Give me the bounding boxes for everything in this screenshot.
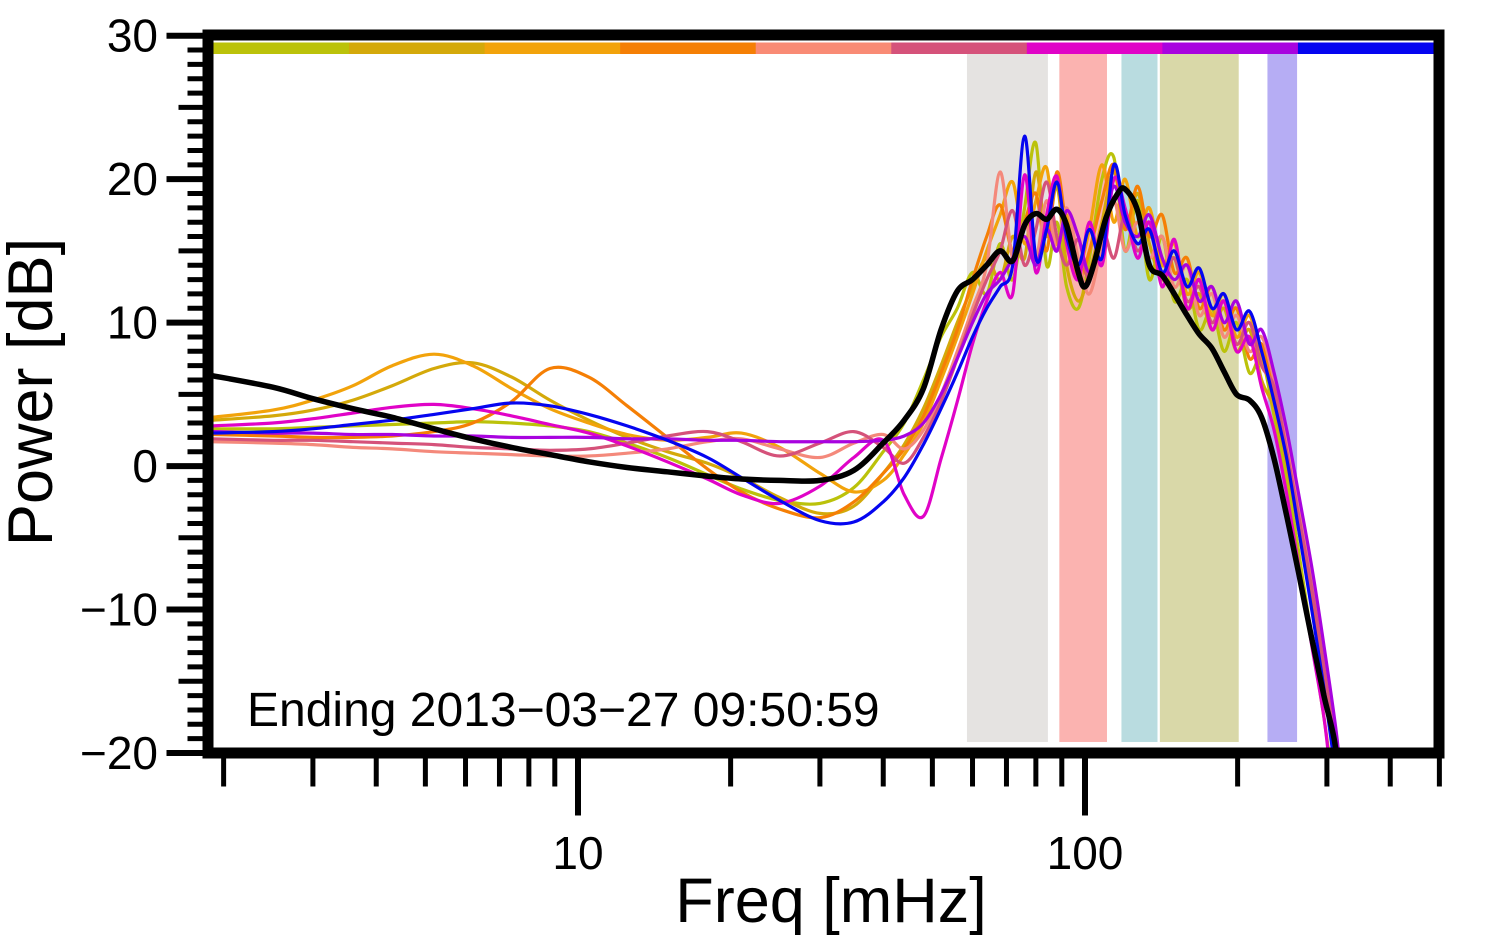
- y-axis-title: Power [dB]: [0, 238, 66, 546]
- y-tick-label: −20: [80, 727, 158, 779]
- bar-segment-9: [1297, 42, 1434, 54]
- curve-blue: [213, 134, 1334, 748]
- y-tick-label: −10: [80, 584, 158, 636]
- spectra-curves: [213, 134, 1340, 748]
- bar-segment-2: [349, 42, 486, 54]
- y-tick-label: 10: [107, 297, 158, 349]
- axis-ticks: [166, 32, 1442, 816]
- bar-segment-7: [1026, 42, 1163, 54]
- plot-frame: [202, 29, 1445, 759]
- bar-segment-1: [213, 42, 350, 54]
- x-tick-label: 10: [552, 827, 603, 879]
- bar-segment-4: [620, 42, 757, 54]
- ending-time-annotation: Ending 2013−03−27 09:50:59: [247, 684, 880, 737]
- time-segment-color-bar: [213, 42, 1434, 54]
- band-olive: [1159, 54, 1239, 742]
- bar-segment-6: [891, 42, 1028, 54]
- bar-segment-5: [755, 42, 892, 54]
- band-red: [1059, 54, 1107, 742]
- x-axis-title: Freq [mHz]: [675, 866, 987, 936]
- curve-purple: [213, 184, 1340, 748]
- band-teal: [1121, 54, 1158, 742]
- y-tick-label: 30: [107, 10, 158, 62]
- curve-rose: [213, 180, 1338, 748]
- y-tick-label: 0: [132, 440, 158, 492]
- curve-mean: [213, 185, 1339, 748]
- bar-segment-3: [484, 42, 621, 54]
- y-tick-label: 20: [107, 153, 158, 205]
- frame-rect: [202, 29, 1445, 759]
- curve-magenta: [213, 173, 1330, 748]
- band-gray: [966, 54, 1048, 742]
- x-tick-label: 100: [1047, 827, 1124, 879]
- bar-segment-8: [1162, 42, 1299, 54]
